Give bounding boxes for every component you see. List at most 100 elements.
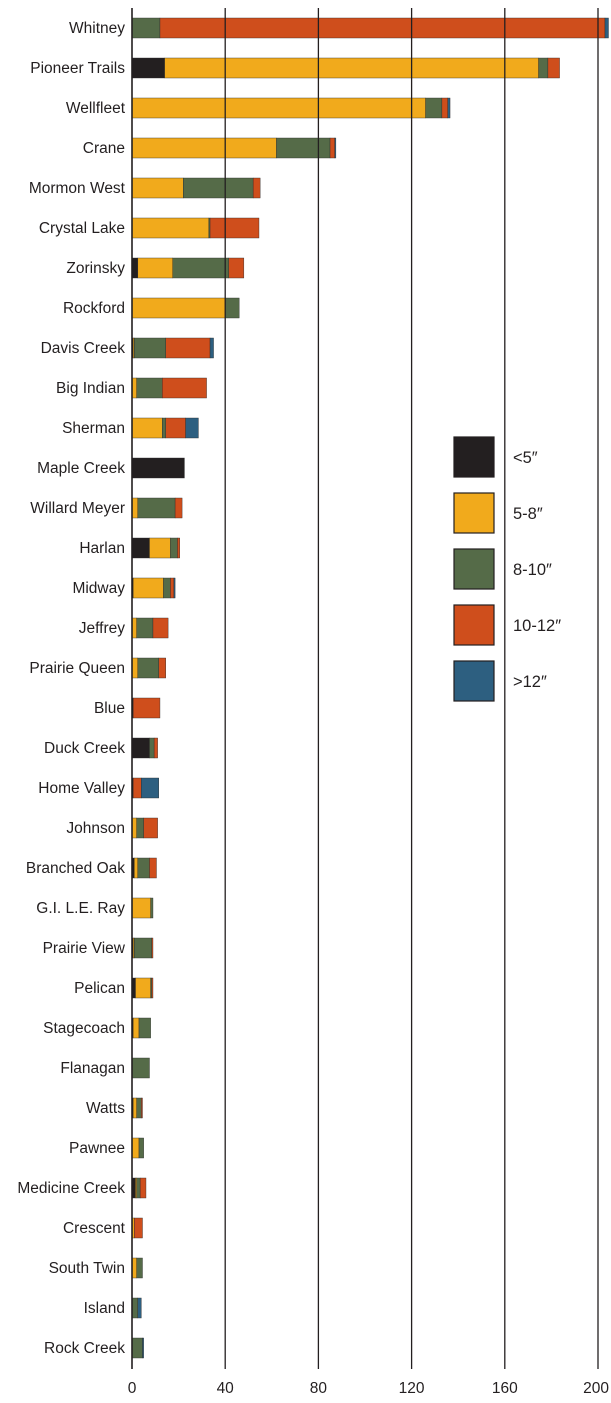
category-label: Prairie Queen <box>29 660 125 677</box>
bar-segment-jeffrey-s2 <box>136 617 154 639</box>
category-label: G.I. L.E. Ray <box>36 900 125 917</box>
legend-swatch <box>453 548 495 590</box>
bars-layer <box>131 17 609 1359</box>
bar-segment-stagecoach-s2 <box>138 1017 151 1039</box>
x-tick-label: 120 <box>399 1380 425 1397</box>
gridlines-layer <box>131 8 599 1369</box>
bar-segment-pawnee-s1 <box>131 1137 140 1159</box>
bar-segment-pelican-s3 <box>151 977 154 999</box>
bar-segment-pawnee-s2 <box>138 1137 144 1159</box>
legend-swatch <box>453 492 495 534</box>
category-label: Davis Creek <box>41 340 126 357</box>
category-label: Blue <box>94 700 125 717</box>
bar-segment-g-i-l-e-ray-s2 <box>150 897 154 919</box>
bar-segment-harlan-s0 <box>131 537 150 559</box>
bar-segment-duck-creek-s2 <box>149 737 155 759</box>
bar-segment-johnson-s3 <box>143 817 158 839</box>
bar-segment-prairie-view-s2 <box>134 937 153 959</box>
legend-label: 8-10″ <box>513 561 552 579</box>
bar-segment-wellfleet-s1 <box>131 97 426 119</box>
category-label: Prairie View <box>43 940 126 957</box>
bar-segment-prairie-queen-s3 <box>158 657 166 679</box>
category-label: Medicine Creek <box>17 1180 125 1197</box>
bar-segment-crescent-s3 <box>134 1217 143 1239</box>
x-tick-label: 80 <box>310 1380 328 1397</box>
bar-segment-branched-oak-s3 <box>149 857 157 879</box>
bar-segment-island-s2 <box>131 1297 139 1319</box>
bar-segment-mormon-west-s3 <box>252 177 261 199</box>
bar-segment-harlan-s3 <box>177 537 180 559</box>
bar-segment-wellfleet-s2 <box>425 97 443 119</box>
bar-segment-maple-creek-s0 <box>131 457 185 479</box>
bar-segment-branched-oak-s2 <box>137 857 150 879</box>
category-label: Island <box>84 1300 125 1317</box>
bar-segment-rockford-s2 <box>224 297 240 319</box>
bar-segment-crane-s3 <box>329 137 335 159</box>
bar-segment-prairie-view-s3 <box>151 937 154 959</box>
bar-segment-midway-s4 <box>173 577 176 599</box>
bar-segment-harlan-s2 <box>170 537 178 559</box>
bar-segment-willard-meyer-s1 <box>131 497 139 519</box>
bar-segment-zorinsky-s3 <box>228 257 245 279</box>
category-label: Sherman <box>62 420 125 437</box>
x-tick-label: 160 <box>492 1380 518 1397</box>
category-label: Pelican <box>74 980 125 997</box>
bar-segment-watts-s1 <box>132 1097 137 1119</box>
category-label: Crane <box>83 140 125 157</box>
category-label: Rockford <box>63 300 125 317</box>
bar-segment-davis-creek-s3 <box>165 337 211 359</box>
bar-segment-watts-s2 <box>136 1097 142 1119</box>
category-label: Crystal Lake <box>39 220 125 237</box>
bar-segment-duck-creek-s3 <box>153 737 158 759</box>
x-tick-label: 40 <box>217 1380 235 1397</box>
bar-segment-pioneer-trails-s3 <box>547 57 560 79</box>
bar-segment-rockford-s1 <box>131 297 226 319</box>
bar-segment-big-indian-s3 <box>162 377 207 399</box>
legend-swatch <box>453 436 495 478</box>
bar-segment-davis-creek-s2 <box>134 337 166 359</box>
bar-segment-mormon-west-s2 <box>183 177 254 199</box>
bar-segment-south-twin-s2 <box>136 1257 143 1279</box>
x-tick-label: 0 <box>128 1380 137 1397</box>
category-label: Pioneer Trails <box>30 60 125 77</box>
bar-segment-crane-s4 <box>334 137 337 159</box>
legend-label: >12″ <box>513 673 547 691</box>
category-label: South Twin <box>49 1260 125 1277</box>
legend-label: 10-12″ <box>513 617 561 635</box>
bar-segment-branched-oak-s1 <box>134 857 139 879</box>
bar-segment-g-i-l-e-ray-s1 <box>131 897 151 919</box>
bar-segment-zorinsky-s2 <box>172 257 229 279</box>
bar-segment-rock-creek-s2 <box>131 1337 143 1359</box>
bar-segment-sherman-s3 <box>165 417 186 439</box>
category-label: Mormon West <box>29 180 126 197</box>
category-label: Johnson <box>66 820 125 837</box>
category-label: Whitney <box>69 20 125 37</box>
category-labels-layer: Whitney Pioneer Trails Wellfleet Crane Mormo… <box>17 20 125 1357</box>
bar-segment-johnson-s2 <box>136 817 144 839</box>
bar-segment-crane-s2 <box>276 137 331 159</box>
legend-label: <5″ <box>513 449 538 467</box>
bar-segment-prairie-queen-s1 <box>131 657 139 679</box>
category-label: Zorinsky <box>66 260 125 277</box>
bar-segment-harlan-s1 <box>149 537 171 559</box>
legend-swatch <box>453 604 495 646</box>
legend-label: 5-8″ <box>513 505 543 523</box>
bar-segment-prairie-queen-s2 <box>137 657 159 679</box>
bar-segment-sherman-s1 <box>131 417 163 439</box>
bar-segment-willard-meyer-s3 <box>174 497 183 519</box>
bar-segment-whitney-s3 <box>159 17 606 39</box>
bar-segment-island-s4 <box>137 1297 142 1319</box>
bar-segment-pelican-s1 <box>135 977 151 999</box>
bar-segment-whitney-s2 <box>131 17 161 39</box>
bar-segment-sherman-s2 <box>162 417 166 439</box>
bar-segment-davis-creek-s4 <box>209 337 214 359</box>
legend: <5″ 5-8″ 8-10″ 10-12″ >12″ <box>453 436 561 702</box>
category-label: Maple Creek <box>37 460 125 477</box>
category-label: Pawnee <box>69 1140 125 1157</box>
bar-segment-willard-meyer-s2 <box>137 497 176 519</box>
category-label: Watts <box>86 1100 125 1117</box>
category-label: Midway <box>72 580 125 597</box>
bar-segment-crystal-lake-s3 <box>209 217 260 239</box>
